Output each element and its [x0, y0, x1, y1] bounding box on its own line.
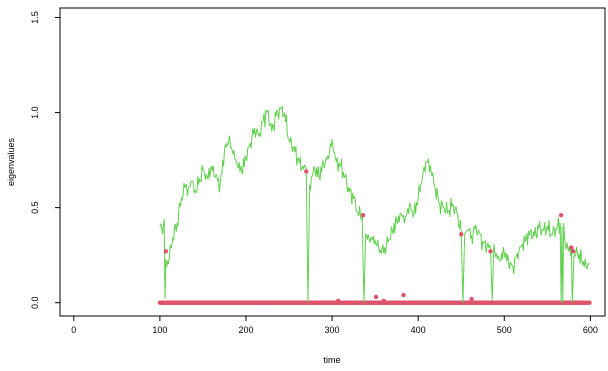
y-tick-label: 1.0 [30, 106, 40, 119]
y-axis: 0.0 0.5 1.0 1.5 [30, 11, 61, 309]
eigenvalue-point [360, 213, 366, 218]
x-axis: 0 100 200 300 400 500 600 [71, 315, 598, 335]
eigenvalue-point [558, 213, 564, 218]
x-tick-label: 300 [325, 325, 340, 335]
x-tick-label: 500 [497, 325, 512, 335]
x-tick-label: 0 [71, 325, 76, 335]
y-tick-label: 0.0 [30, 296, 40, 309]
eigenvalue-point [401, 292, 406, 298]
eigenvalue-point [163, 249, 169, 254]
plot-layer [157, 105, 592, 305]
eigenvalue-point [469, 296, 474, 302]
x-tick-label: 400 [411, 325, 426, 335]
eigenvalue-point [459, 232, 464, 237]
eigenvalue-point [570, 249, 576, 254]
eigenvalue-point [381, 298, 386, 303]
plot-frame [59, 7, 606, 317]
eigenvalue-line-series [159, 105, 590, 303]
baseline-points [157, 300, 592, 305]
eigenvalue-point [488, 249, 493, 254]
eigenvalue-point [304, 169, 309, 174]
eigenvalue-point [569, 245, 574, 250]
y-tick-label: 1.5 [30, 11, 40, 24]
x-axis-title: time [323, 355, 340, 365]
y-tick-label: 0.5 [30, 201, 40, 214]
x-tick-label: 200 [238, 325, 253, 335]
eigenvalue-point [335, 298, 341, 303]
baseline-point [587, 300, 592, 305]
y-axis-title: eigenvalues [6, 137, 16, 186]
x-tick-label: 100 [152, 325, 167, 335]
x-tick-label: 600 [583, 325, 598, 335]
eigenvalue-point [373, 294, 379, 300]
